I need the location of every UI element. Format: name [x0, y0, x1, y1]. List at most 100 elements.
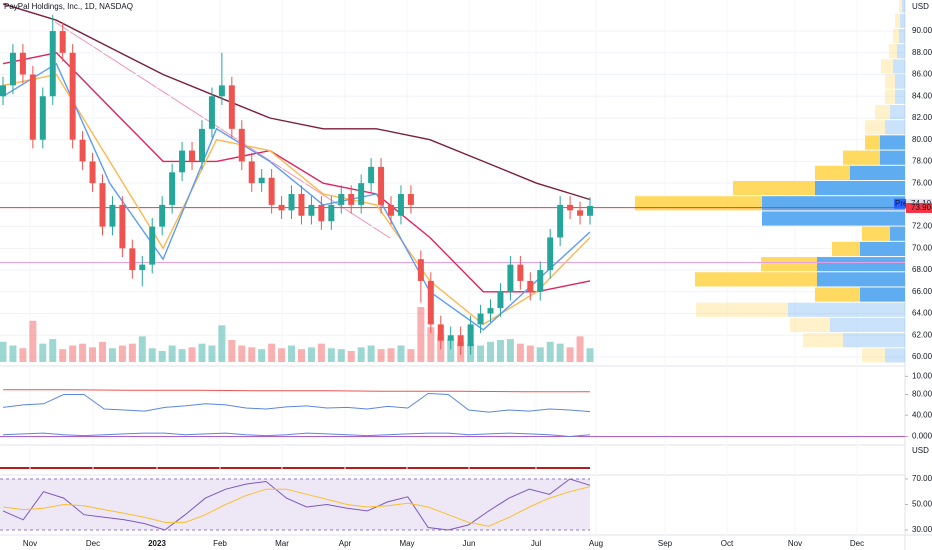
profile-down	[762, 196, 905, 211]
x-tick-label: Sep	[658, 539, 673, 548]
profile-up	[761, 257, 817, 272]
candle-body	[338, 194, 345, 205]
last-price-label: 73.90	[911, 203, 932, 212]
volume-bar	[367, 345, 375, 362]
volume-bar	[168, 345, 176, 362]
candle-body	[218, 85, 225, 97]
candle-body	[577, 210, 584, 216]
candle-body	[228, 85, 235, 129]
profile-down	[817, 257, 905, 272]
line	[2, 3, 591, 201]
pane-unit: USD	[912, 446, 929, 455]
candle-body	[208, 96, 215, 129]
candle-body	[89, 161, 96, 184]
line	[2, 73, 591, 326]
volume-bar	[317, 343, 325, 362]
candle-body	[119, 204, 126, 249]
candle-body	[557, 204, 564, 238]
profile-up	[635, 196, 762, 211]
candle-body	[159, 204, 166, 227]
volume-bar	[487, 341, 495, 362]
profile-up	[733, 180, 815, 196]
candle-body	[238, 128, 245, 162]
candle-body	[567, 204, 574, 211]
x-tick-label: Mar	[275, 539, 289, 548]
volume-bar	[49, 339, 57, 362]
x-tick-label: May	[399, 539, 414, 548]
profile-up	[696, 302, 788, 317]
volume-bar	[79, 343, 87, 362]
candle-body	[497, 291, 504, 309]
volume-bar	[447, 339, 455, 362]
y-tick-label: 70.00	[912, 243, 932, 252]
y-tick-label: 76.00	[912, 178, 932, 187]
profile-up	[790, 317, 830, 333]
candle-body	[129, 248, 136, 271]
x-tick-label: Oct	[721, 539, 734, 548]
profile-up	[695, 272, 817, 287]
line	[2, 392, 591, 413]
profile-up	[899, 0, 902, 13]
profile-down	[817, 272, 905, 287]
candle-body	[537, 270, 544, 292]
volume-bar	[576, 336, 584, 362]
y-tick-label: 40.00	[912, 410, 932, 419]
y-tick-label: 86.00	[912, 70, 932, 79]
profile-down	[900, 13, 905, 28]
candle-body	[328, 204, 335, 222]
candle-body	[427, 280, 434, 325]
profile-up	[885, 89, 895, 104]
profile-down	[895, 89, 905, 104]
volume-bar	[29, 320, 37, 362]
candle-body	[467, 324, 474, 347]
line	[2, 432, 591, 438]
profile-down	[890, 226, 905, 241]
volume-bar	[496, 340, 504, 362]
profile-up	[862, 226, 890, 241]
y-tick-label: 60.00	[912, 352, 932, 361]
volume-bar	[178, 349, 186, 362]
volume-bar	[397, 345, 405, 362]
pre-tag: Pre	[895, 199, 908, 208]
candle-body	[258, 177, 265, 184]
y-tick-label: 70.00	[912, 474, 932, 483]
volume-bar	[128, 343, 136, 362]
profile-up	[832, 241, 860, 257]
volume-bar	[69, 345, 77, 362]
x-tick-label: 2023	[148, 539, 166, 548]
y-tick-label: 68.00	[912, 265, 932, 274]
profile-down	[885, 348, 905, 363]
profile-up	[865, 120, 885, 135]
y-tick-label: 66.00	[912, 287, 932, 296]
y-tick-label: 78.00	[912, 157, 932, 166]
volume-bar	[546, 341, 554, 362]
volume-bar	[9, 345, 17, 362]
candle-body	[19, 52, 26, 75]
volume-bar	[536, 347, 544, 362]
volume-bar	[278, 348, 286, 362]
candle-body	[358, 183, 365, 205]
candle-body	[407, 194, 414, 205]
x-tick-label: Aug	[589, 539, 603, 548]
y-tick-label: 30.00	[912, 525, 932, 534]
profile-up	[881, 59, 893, 74]
volume-bar	[556, 343, 564, 362]
candle-body	[487, 308, 494, 314]
profile-up	[885, 74, 895, 89]
line	[3, 389, 590, 393]
volume-bar	[327, 348, 335, 362]
volume-bar	[407, 349, 415, 362]
y-tick-label: 84.00	[912, 91, 932, 100]
volume-bar	[347, 351, 355, 362]
candle-body	[507, 264, 514, 292]
candle-body	[109, 204, 116, 227]
band	[0, 478, 590, 531]
profile-down	[895, 74, 905, 89]
volume-bar	[98, 341, 106, 362]
volume-bar	[148, 348, 156, 362]
candle-body	[368, 166, 375, 184]
candle-body	[437, 324, 444, 341]
profile-down	[893, 59, 905, 74]
last-price-bg	[906, 202, 932, 213]
